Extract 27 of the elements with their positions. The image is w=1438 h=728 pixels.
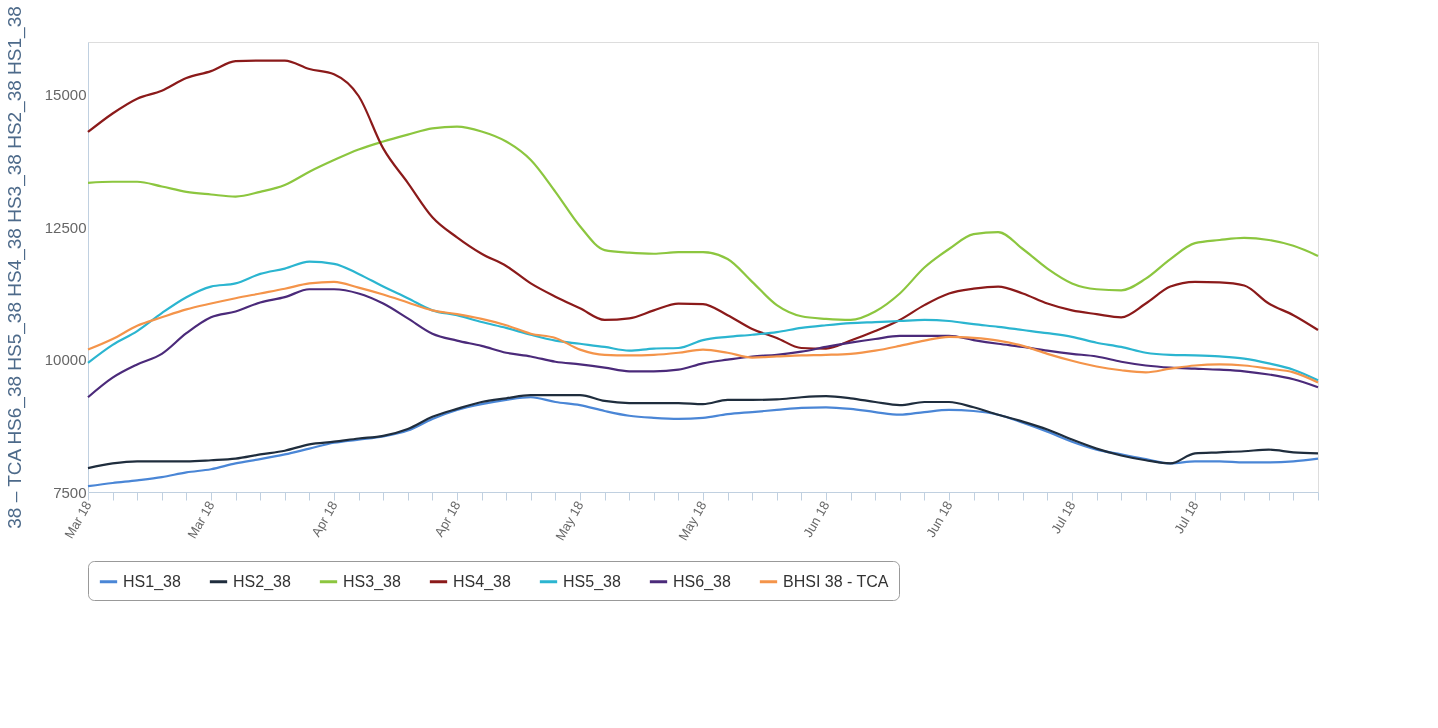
x-tick-label: Apr 18 <box>308 498 341 540</box>
y-axis-title: 38 – TCA HS6_38 HS5_38 HS4_38 HS3_38 HS2_38 HS1_38 <box>3 6 26 529</box>
x-tick-label: Jul 18 <box>1048 498 1079 537</box>
legend-label: HS5_38 <box>563 572 621 591</box>
line-series <box>86 280 1320 384</box>
legend-label: HS1_38 <box>123 572 181 591</box>
y-tick-label: 15000 <box>44 86 87 104</box>
legend-label: BHSI 38 - TCA <box>783 572 889 590</box>
x-tick-label: Jun 18 <box>800 498 833 540</box>
legend-label: HS3_38 <box>343 572 401 591</box>
legend-label: HS6_38 <box>673 572 731 591</box>
y-tick-label: 10000 <box>44 351 87 369</box>
y-tick-label: 7500 <box>53 483 87 501</box>
line-series <box>86 288 1320 399</box>
line-series <box>86 260 1320 382</box>
legend-label: HS4_38 <box>453 572 511 591</box>
legend-label: HS2_38 <box>233 572 291 591</box>
x-tick-label: Mar 18 <box>184 498 218 542</box>
x-tick-label: Mar 18 <box>61 498 95 542</box>
line-series <box>86 59 1320 350</box>
x-tick-label: Jun 18 <box>923 498 956 540</box>
line-series <box>86 394 1320 470</box>
line-series <box>86 396 1320 488</box>
line-series <box>86 125 1320 322</box>
x-tick-label: Apr 18 <box>431 498 464 540</box>
y-tick-label: 12500 <box>44 218 87 236</box>
x-tick-label: Jul 18 <box>1171 498 1202 537</box>
